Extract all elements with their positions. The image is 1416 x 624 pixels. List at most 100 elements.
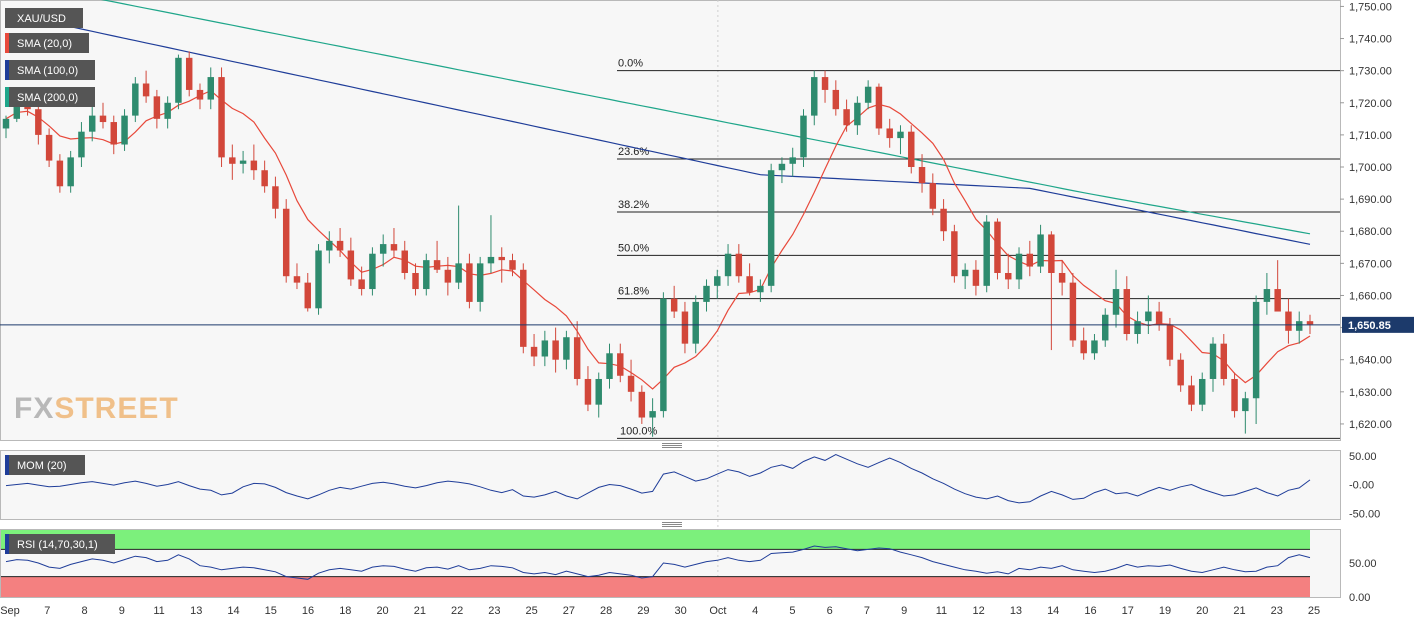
x-tick-label: 28 [600,605,612,617]
candle-body [401,250,408,273]
candle-body [1252,301,1260,399]
svg-text:RSI (14,70,30,1): RSI (14,70,30,1) [17,539,98,551]
candle-body [1015,253,1023,280]
rsi-oversold-zone [1,576,1310,597]
candle-body [1112,289,1120,315]
candle-body [175,57,182,103]
x-tick-label: 4 [752,605,758,617]
candle-body [229,157,236,164]
mom-y-tick-label: -50.00 [1349,508,1380,520]
title-badge: XAU/USD [5,8,83,28]
candle-body [13,105,21,119]
candle-body [369,253,376,290]
candle-body [724,253,732,277]
x-tick-label: 5 [789,605,795,617]
candle-body [649,411,656,418]
candle-body [282,208,290,277]
candle-body [1285,311,1292,331]
candle-body [185,57,193,90]
x-tick-label: 21 [1233,605,1245,617]
sma-200-line [100,0,1311,235]
candle-body [1209,343,1217,379]
candle-body [983,221,990,286]
x-tick-label: 16 [1084,605,1096,617]
x-tick-label: 27 [563,605,575,617]
candle-body [121,115,128,145]
candle-body [2,118,10,129]
y-tick-label: 1,710.00 [1349,130,1392,142]
x-tick-label: 23 [488,605,500,617]
candle-body [541,340,549,357]
candle-body [1145,311,1152,322]
candle-body [886,128,893,139]
x-tick-label: Sep [0,605,20,617]
x-tick-label: 25 [1308,605,1320,617]
candle-body [347,250,355,280]
candle-body [142,83,150,97]
candle-body [918,167,926,184]
x-tick-label: 11 [153,605,164,617]
candle-body [132,83,139,116]
x-tick-label: 20 [1196,605,1208,617]
candle-body [1080,340,1087,354]
x-tick-label: 21 [414,605,426,617]
candle-body [45,134,53,161]
candle-body [767,170,775,286]
candle-body [627,375,635,392]
candle-body [56,160,64,187]
candle-body [1242,398,1249,412]
y-tick-label: 1,680.00 [1349,226,1392,238]
fib-label: 100.0% [620,425,658,437]
x-tick-label: 14 [227,605,239,617]
candle-body [1123,289,1131,335]
candle-body [670,298,678,312]
candle-body [811,77,818,116]
y-tick-label: 1,660.00 [1349,290,1392,302]
fib-label: 38.2% [618,199,649,211]
candle-body [951,231,958,277]
y-tick-label: 1,640.00 [1349,355,1392,367]
candle-body [412,272,419,290]
x-tick-label: 15 [265,605,277,617]
candle-body [875,86,883,129]
x-tick-label: 18 [339,605,351,617]
candle-body [584,378,592,405]
candles [2,51,1314,437]
candle-body [1263,289,1271,302]
candle-body [778,163,786,171]
candle-body [444,269,452,283]
candle-body [638,391,646,418]
sma-100-badge: SMA (100,0) [5,60,95,80]
candle-body [854,102,861,126]
svg-text:MOM (20): MOM (20) [17,460,67,472]
candle-body [789,157,796,164]
y-tick-label: 1,730.00 [1349,66,1392,78]
candle-body [476,263,484,302]
candle-body [843,109,850,126]
momentum-badge: MOM (20) [5,455,85,475]
svg-text:SMA (200,0): SMA (200,0) [17,92,78,104]
candle-body [595,378,602,405]
price-panel [0,0,1341,441]
x-tick-label: 13 [190,605,202,617]
y-tick-label: 1,750.00 [1349,1,1392,13]
candle-body [164,102,171,119]
current-price-tag: 1,650.85 [1342,316,1414,333]
candle-body [358,279,365,290]
candle-body [972,269,980,286]
candle-body [250,160,258,171]
candle-body [509,260,516,270]
candle-body [961,269,969,277]
candle-body [379,244,387,254]
resize-handle-icon [662,443,682,448]
y-tick-label: 1,700.00 [1349,162,1392,174]
x-tick-label: Oct [709,605,726,617]
candle-body [24,105,31,110]
candle-body [1177,359,1184,386]
x-tick-label: 6 [827,605,833,617]
candle-body [994,221,1001,273]
candle-body [1058,272,1066,283]
svg-text:SMA (20,0): SMA (20,0) [17,38,72,50]
candle-body [466,263,473,302]
